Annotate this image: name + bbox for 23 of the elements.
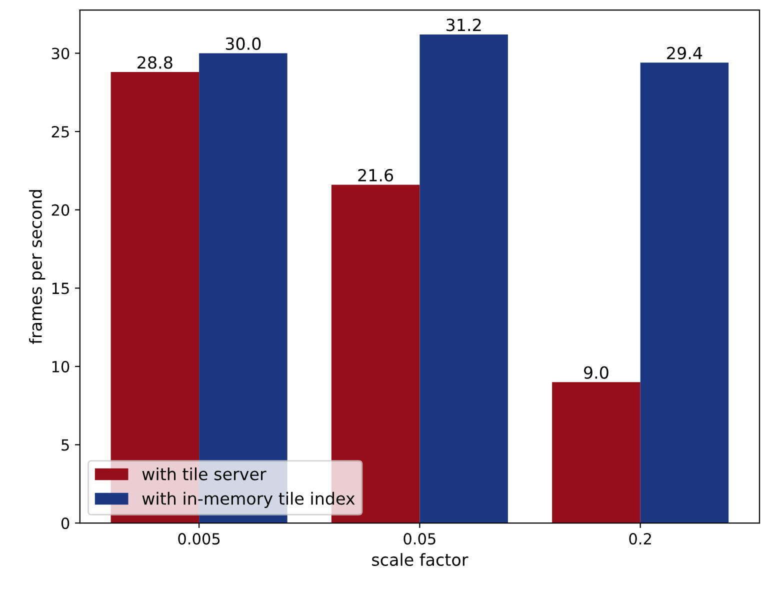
data-label: 29.4: [667, 46, 702, 60]
data-label: 21.6: [358, 168, 394, 182]
x-tick-label: 0.05: [404, 533, 436, 545]
legend-label: with in-memory tile index: [142, 492, 355, 508]
bar: [640, 62, 729, 524]
y-tick-label: 15: [52, 282, 69, 294]
x-axis-title: scale factor: [372, 553, 468, 566]
data-label: 9.0: [584, 366, 608, 379]
y-tick-label: 30: [52, 48, 70, 60]
y-tick-label: 5: [62, 439, 69, 451]
y-axis-title: frames per second: [29, 190, 46, 344]
y-tick-label: 0: [61, 517, 70, 530]
data-label: 30.0: [226, 37, 261, 50]
y-tick-label: 20: [52, 204, 70, 216]
y-tick-label: 25: [52, 126, 69, 138]
data-label: 28.8: [138, 56, 172, 69]
bar: [420, 34, 508, 524]
y-tick-label: 10: [52, 360, 70, 372]
data-label: 31.2: [446, 18, 481, 32]
legend-label: with tile server: [142, 467, 266, 480]
x-tick-label: 0.2: [629, 533, 651, 545]
bar: [552, 382, 640, 524]
x-tick-label: 0.005: [178, 533, 220, 545]
